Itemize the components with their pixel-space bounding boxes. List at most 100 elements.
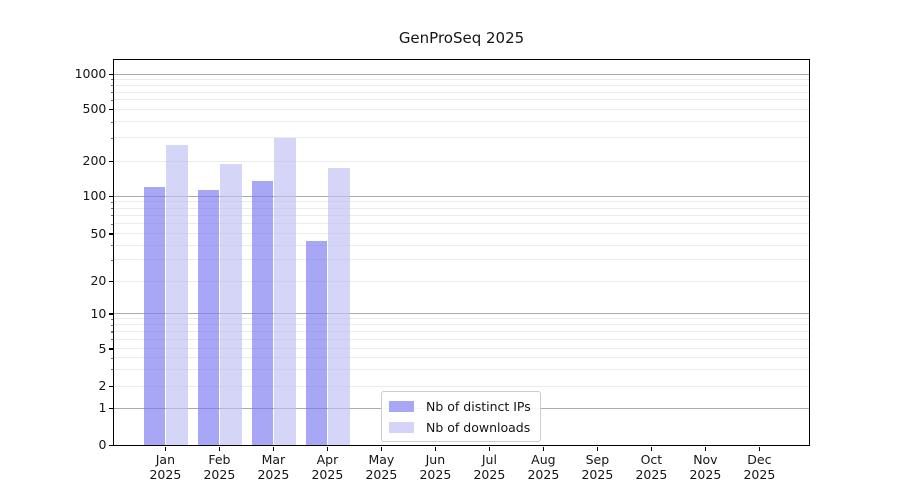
bar-distinct_ips-mar-2025 (251, 180, 273, 445)
x-tick-label: Oct 2025 (635, 452, 668, 482)
x-tick-label: Dec 2025 (743, 452, 776, 482)
chart-title: GenProSeq 2025 (398, 29, 525, 47)
legend-label-distinct-ips: Nb of distinct IPs (426, 398, 531, 414)
legend-item-downloads: Nb of downloads (389, 418, 531, 436)
y-tick-mark-minor (111, 99, 114, 101)
gridline-minor (114, 91, 809, 93)
x-tick-mark (704, 446, 706, 452)
gridline-major (114, 195, 809, 197)
y-tick-mark-minor (111, 318, 114, 320)
y-tick-label: 5 (98, 340, 107, 356)
y-tick-mark-minor (111, 331, 114, 333)
x-tick-mark (272, 446, 274, 452)
gridline-minor (114, 108, 809, 110)
x-tick-mark (218, 446, 220, 452)
gridline-minor (114, 318, 809, 320)
y-tick-label: 200 (82, 153, 107, 169)
y-tick-mark-minor (111, 348, 114, 350)
y-tick-label: 1000 (74, 66, 107, 82)
gridline-minor (114, 201, 809, 203)
gridline-minor (114, 207, 809, 209)
y-tick-label: 500 (82, 101, 107, 117)
y-tick-label: 0 (98, 437, 107, 453)
y-tick-mark-minor (111, 244, 114, 247)
y-tick-mark-minor (111, 357, 114, 359)
x-tick-mark (596, 446, 598, 452)
gridline-minor (114, 244, 809, 246)
gridline-minor (114, 280, 809, 282)
x-tick-label: Sep 2025 (581, 452, 614, 482)
y-tick-mark-minor (111, 108, 114, 111)
gridline-minor (114, 121, 809, 123)
y-tick-mark-minor (111, 160, 114, 163)
gridline-minor (114, 331, 809, 332)
x-tick-label: Mar 2025 (257, 452, 290, 482)
gridline-minor (114, 78, 809, 80)
grid-layer (114, 60, 809, 445)
y-tick-mark-minor (111, 85, 114, 87)
bar-distinct_ips-feb-2025 (197, 189, 219, 445)
y-tick-mark-minor (111, 385, 114, 388)
x-tick-mark (488, 446, 490, 452)
gridline-minor (114, 233, 809, 234)
plot-area (113, 59, 810, 446)
gridline-minor (114, 357, 809, 359)
gridline-minor (114, 348, 809, 349)
y-tick-mark (109, 313, 114, 315)
legend-item-distinct-ips: Nb of distinct IPs (389, 397, 531, 415)
gridline-major (114, 73, 809, 75)
gridline-minor (114, 385, 809, 387)
bar-downloads-mar-2025 (274, 138, 296, 445)
y-tick-mark-minor (111, 201, 114, 203)
gridline-minor (114, 338, 809, 340)
legend-swatch-distinct-ips-icon (389, 400, 414, 412)
x-tick-label: Jul 2025 (473, 452, 506, 482)
gridline-minor (114, 84, 809, 86)
gridline-minor (114, 368, 809, 370)
y-tick-mark (109, 73, 114, 76)
y-tick-mark-minor (111, 215, 114, 217)
bar-downloads-apr-2025 (328, 167, 350, 445)
gridline-minor (114, 259, 809, 261)
x-tick-label: Feb 2025 (203, 452, 236, 482)
bar-distinct_ips-apr-2025 (305, 241, 327, 445)
y-tick-mark-minor (111, 207, 114, 210)
x-tick-mark (380, 446, 382, 452)
x-tick-mark (542, 446, 544, 452)
x-tick-label: Jun 2025 (419, 452, 452, 482)
y-tick-mark-minor (111, 137, 114, 140)
bar-layer (114, 60, 809, 445)
bar-downloads-feb-2025 (220, 163, 242, 445)
x-tick-mark (650, 446, 652, 452)
legend: Nb of distinct IPs Nb of downloads (381, 391, 541, 442)
gridline-minor (114, 214, 809, 216)
y-tick-label: 1 (98, 400, 107, 416)
x-tick-label: Nov 2025 (689, 452, 722, 482)
legend-swatch-downloads-icon (389, 421, 414, 433)
x-tick-label: May 2025 (365, 452, 398, 482)
y-tick-label: 100 (82, 188, 107, 204)
y-tick-label: 20 (90, 273, 107, 289)
gridline-minor (114, 324, 809, 326)
x-tick-label: Jan 2025 (149, 452, 182, 482)
legend-label-downloads: Nb of downloads (426, 419, 531, 435)
y-tick-mark-minor (111, 324, 114, 326)
y-tick-mark-minor (111, 79, 114, 81)
y-tick-mark-minor (111, 121, 114, 123)
x-tick-mark (164, 446, 166, 452)
y-tick-mark (109, 407, 114, 410)
x-tick-mark (434, 446, 436, 452)
y-tick-mark (109, 195, 114, 198)
y-tick-mark-minor (111, 223, 114, 225)
x-tick-label: Aug 2025 (527, 452, 560, 482)
gridline-minor (114, 223, 809, 225)
y-tick-mark-minor (111, 259, 114, 262)
gridline-minor (114, 137, 809, 139)
bar-distinct_ips-jan-2025 (143, 186, 165, 445)
x-tick-label: Apr 2025 (311, 452, 344, 482)
y-tick-mark-minor (111, 233, 114, 235)
x-tick-mark (758, 446, 760, 452)
x-tick-mark (326, 446, 328, 452)
y-tick-mark-minor (111, 369, 114, 371)
